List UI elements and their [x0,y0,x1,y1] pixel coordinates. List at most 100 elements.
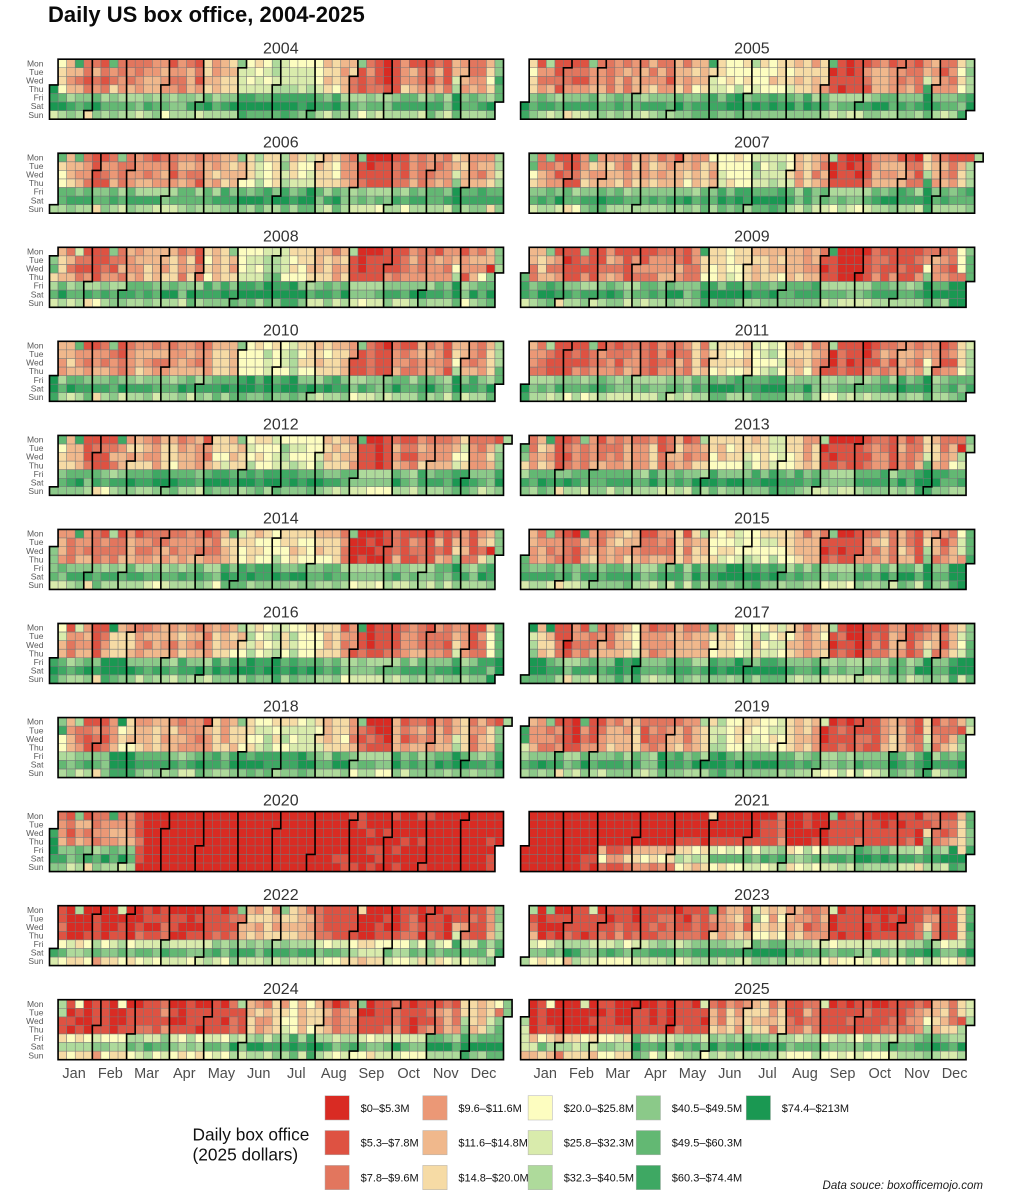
svg-text:Mon: Mon [27,529,44,539]
svg-text:2021: 2021 [734,793,770,810]
svg-text:Sun: Sun [28,862,43,872]
svg-text:Jan: Jan [534,1066,557,1082]
svg-text:Sun: Sun [28,110,43,120]
svg-text:Sat: Sat [31,383,44,393]
svg-text:Wed: Wed [26,546,44,556]
svg-text:Aug: Aug [792,1066,818,1082]
svg-text:Apr: Apr [173,1066,196,1082]
svg-text:Sun: Sun [28,580,43,590]
svg-text:$32.3–$40.5M: $32.3–$40.5M [564,1172,634,1184]
svg-text:Thu: Thu [29,272,44,282]
svg-text:Sun: Sun [28,204,43,214]
svg-text:2020: 2020 [263,793,299,810]
svg-text:Sat: Sat [31,948,44,958]
svg-text:May: May [208,1066,236,1082]
svg-text:Tue: Tue [29,1007,44,1017]
svg-text:Fri: Fri [34,657,44,667]
svg-text:Sun: Sun [28,486,43,496]
svg-text:2009: 2009 [734,228,770,245]
svg-text:$49.5–$60.3M: $49.5–$60.3M [672,1138,742,1150]
svg-text:$60.3–$74.4M: $60.3–$74.4M [672,1172,742,1184]
svg-text:$0–$5.3M: $0–$5.3M [361,1103,410,1115]
svg-text:Fri: Fri [34,187,44,197]
svg-text:2024: 2024 [263,981,299,998]
svg-text:2004: 2004 [263,40,299,57]
svg-text:Sun: Sun [28,1050,43,1060]
svg-text:Tue: Tue [29,819,44,829]
svg-text:Fri: Fri [34,375,44,385]
svg-text:2018: 2018 [263,699,299,716]
svg-text:2025: 2025 [734,981,770,998]
svg-text:Mon: Mon [27,905,44,915]
svg-text:Mon: Mon [27,341,44,351]
svg-text:Fri: Fri [34,1033,44,1043]
svg-text:Wed: Wed [26,358,44,368]
svg-text:Oct: Oct [397,1066,420,1082]
svg-text:Data souce: boxofficemojo.com: Data souce: boxofficemojo.com [823,1180,984,1192]
svg-text:Fri: Fri [34,563,44,573]
svg-text:Tue: Tue [29,67,44,77]
svg-text:2012: 2012 [263,417,299,434]
svg-text:Nov: Nov [904,1066,931,1082]
svg-text:Wed: Wed [26,76,44,86]
svg-text:Nov: Nov [433,1066,460,1082]
svg-text:2019: 2019 [734,699,770,716]
svg-text:Jun: Jun [718,1066,741,1082]
svg-text:2013: 2013 [734,417,770,434]
svg-text:2006: 2006 [263,134,299,151]
svg-text:Wed: Wed [26,640,44,650]
svg-text:Sat: Sat [31,760,44,770]
svg-text:Fri: Fri [34,845,44,855]
svg-text:Mon: Mon [27,999,44,1009]
svg-text:Wed: Wed [26,264,44,274]
svg-text:$40.5–$49.5M: $40.5–$49.5M [672,1103,742,1115]
svg-text:Oct: Oct [869,1066,892,1082]
svg-text:Sun: Sun [28,768,43,778]
svg-text:2005: 2005 [734,40,770,57]
svg-text:Sun: Sun [28,674,43,684]
svg-text:Feb: Feb [569,1066,594,1082]
svg-text:Tue: Tue [29,537,44,547]
svg-text:Sat: Sat [31,572,44,582]
svg-text:$74.4–$213M: $74.4–$213M [782,1103,849,1115]
svg-text:Tue: Tue [29,349,44,359]
svg-text:Mon: Mon [27,152,44,162]
svg-text:May: May [679,1066,707,1082]
svg-text:(2025 dollars): (2025 dollars) [193,1144,299,1164]
svg-text:Sep: Sep [358,1066,384,1082]
svg-text:Fri: Fri [34,469,44,479]
svg-text:Sat: Sat [31,195,44,205]
svg-text:Wed: Wed [26,922,44,932]
svg-text:2008: 2008 [263,228,299,245]
svg-text:$9.6–$11.6M: $9.6–$11.6M [458,1103,521,1115]
svg-text:Wed: Wed [26,1016,44,1026]
svg-text:Sep: Sep [830,1066,856,1082]
svg-text:$14.8–$20.0M: $14.8–$20.0M [458,1172,528,1184]
svg-text:Aug: Aug [321,1066,347,1082]
svg-text:$20.0–$25.8M: $20.0–$25.8M [564,1103,634,1115]
svg-text:Wed: Wed [26,734,44,744]
svg-text:Thu: Thu [29,554,44,564]
svg-text:Wed: Wed [26,170,44,180]
svg-text:2016: 2016 [263,605,299,622]
svg-text:Sat: Sat [31,1042,44,1052]
svg-text:2007: 2007 [734,134,770,151]
svg-text:Thu: Thu [29,648,44,658]
svg-text:$11.6–$14.8M: $11.6–$14.8M [458,1138,528,1150]
svg-text:Mar: Mar [134,1066,159,1082]
svg-text:Sat: Sat [31,101,44,111]
svg-text:Sat: Sat [31,854,44,864]
svg-text:Thu: Thu [29,837,44,847]
svg-text:Dec: Dec [942,1066,968,1082]
svg-text:Tue: Tue [29,443,44,453]
svg-text:Daily US box office, 2004-2025: Daily US box office, 2004-2025 [48,2,365,27]
svg-text:Thu: Thu [29,366,44,376]
svg-text:Tue: Tue [29,255,44,265]
svg-text:Fri: Fri [34,751,44,761]
svg-text:2023: 2023 [734,887,770,904]
svg-text:Thu: Thu [29,742,44,752]
svg-text:Mon: Mon [27,435,44,445]
svg-text:Sat: Sat [31,477,44,487]
svg-text:Jan: Jan [62,1066,85,1082]
svg-text:Sun: Sun [28,298,43,308]
